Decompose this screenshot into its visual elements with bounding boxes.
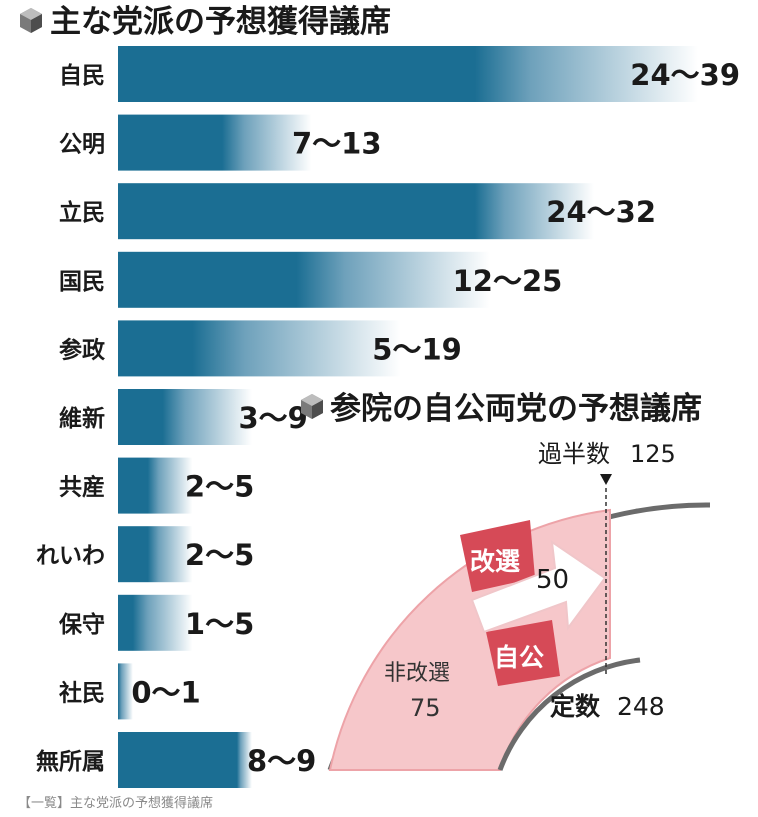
category-label: 国民 — [59, 269, 105, 295]
seat-diagram: 参院の自公両党の予想議席 改選 自公 50 過半数 125 非改選 75 — [301, 391, 711, 771]
total-value: 248 — [617, 692, 665, 721]
data-label: 24〜39 — [630, 58, 740, 92]
data-label: 2〜5 — [185, 538, 254, 572]
total-label: 定数 — [550, 692, 601, 721]
category-label: 自民 — [59, 62, 105, 89]
reelection-label: 改選 — [470, 547, 520, 576]
cube-icon-side — [31, 14, 42, 33]
bar — [118, 114, 312, 171]
data-label: 24〜32 — [546, 195, 656, 229]
category-label: 公明 — [59, 132, 105, 158]
inner-arc — [497, 657, 641, 771]
non-reelection-label: 非改選 — [384, 661, 450, 686]
category-label: 社民 — [59, 679, 105, 706]
chart-title: 主な党派の予想獲得議席 — [50, 4, 391, 40]
arrow-value: 50 — [536, 565, 569, 595]
bar-series — [118, 46, 698, 788]
bar — [118, 251, 490, 308]
ruling-label: 自公 — [494, 643, 544, 672]
majority-marker-icon — [600, 474, 612, 485]
bar — [118, 46, 698, 102]
data-label: 7〜13 — [292, 127, 382, 161]
reelection-box — [460, 520, 535, 592]
category-label: 共産 — [59, 474, 105, 501]
bar — [118, 389, 252, 445]
non-reelection-value: 75 — [410, 694, 441, 722]
category-label: れいわ — [36, 543, 105, 569]
figure-caption: 【一覧】主な党派の予想獲得議席 — [18, 796, 214, 811]
category-label: 参政 — [59, 336, 106, 363]
data-labels: 24〜39 7〜13 24〜32 12〜25 5〜19 3〜9 2〜5 2〜5 1〜5 0〜1 8〜… — [131, 58, 740, 778]
diagram-title: 参院の自公両党の予想議席 — [330, 391, 702, 427]
data-label: 8〜9 — [247, 744, 316, 778]
data-label: 5〜19 — [372, 332, 462, 366]
bar — [118, 663, 133, 720]
majority-label: 過半数 — [538, 440, 610, 468]
data-label: 3〜9 — [238, 401, 307, 435]
bar — [118, 457, 193, 514]
bar — [118, 183, 594, 240]
bar — [118, 732, 252, 788]
progress-arrow-icon — [470, 539, 607, 634]
data-label: 1〜5 — [185, 607, 254, 641]
category-label: 維新 — [59, 405, 105, 432]
data-label: 12〜25 — [453, 264, 563, 298]
data-label: 0〜1 — [131, 675, 200, 709]
ruling-box — [486, 620, 560, 686]
category-label: 保守 — [58, 611, 105, 638]
majority-value: 125 — [630, 440, 676, 468]
bar-chart-title: 主な党派の予想獲得議席 — [20, 4, 391, 40]
data-label: 2〜5 — [185, 470, 254, 504]
bar — [118, 320, 401, 377]
category-label: 立民 — [59, 199, 105, 226]
category-label: 無所属 — [36, 749, 105, 775]
cube-icon-side — [312, 400, 323, 419]
bar — [118, 594, 193, 651]
bar — [118, 526, 193, 583]
